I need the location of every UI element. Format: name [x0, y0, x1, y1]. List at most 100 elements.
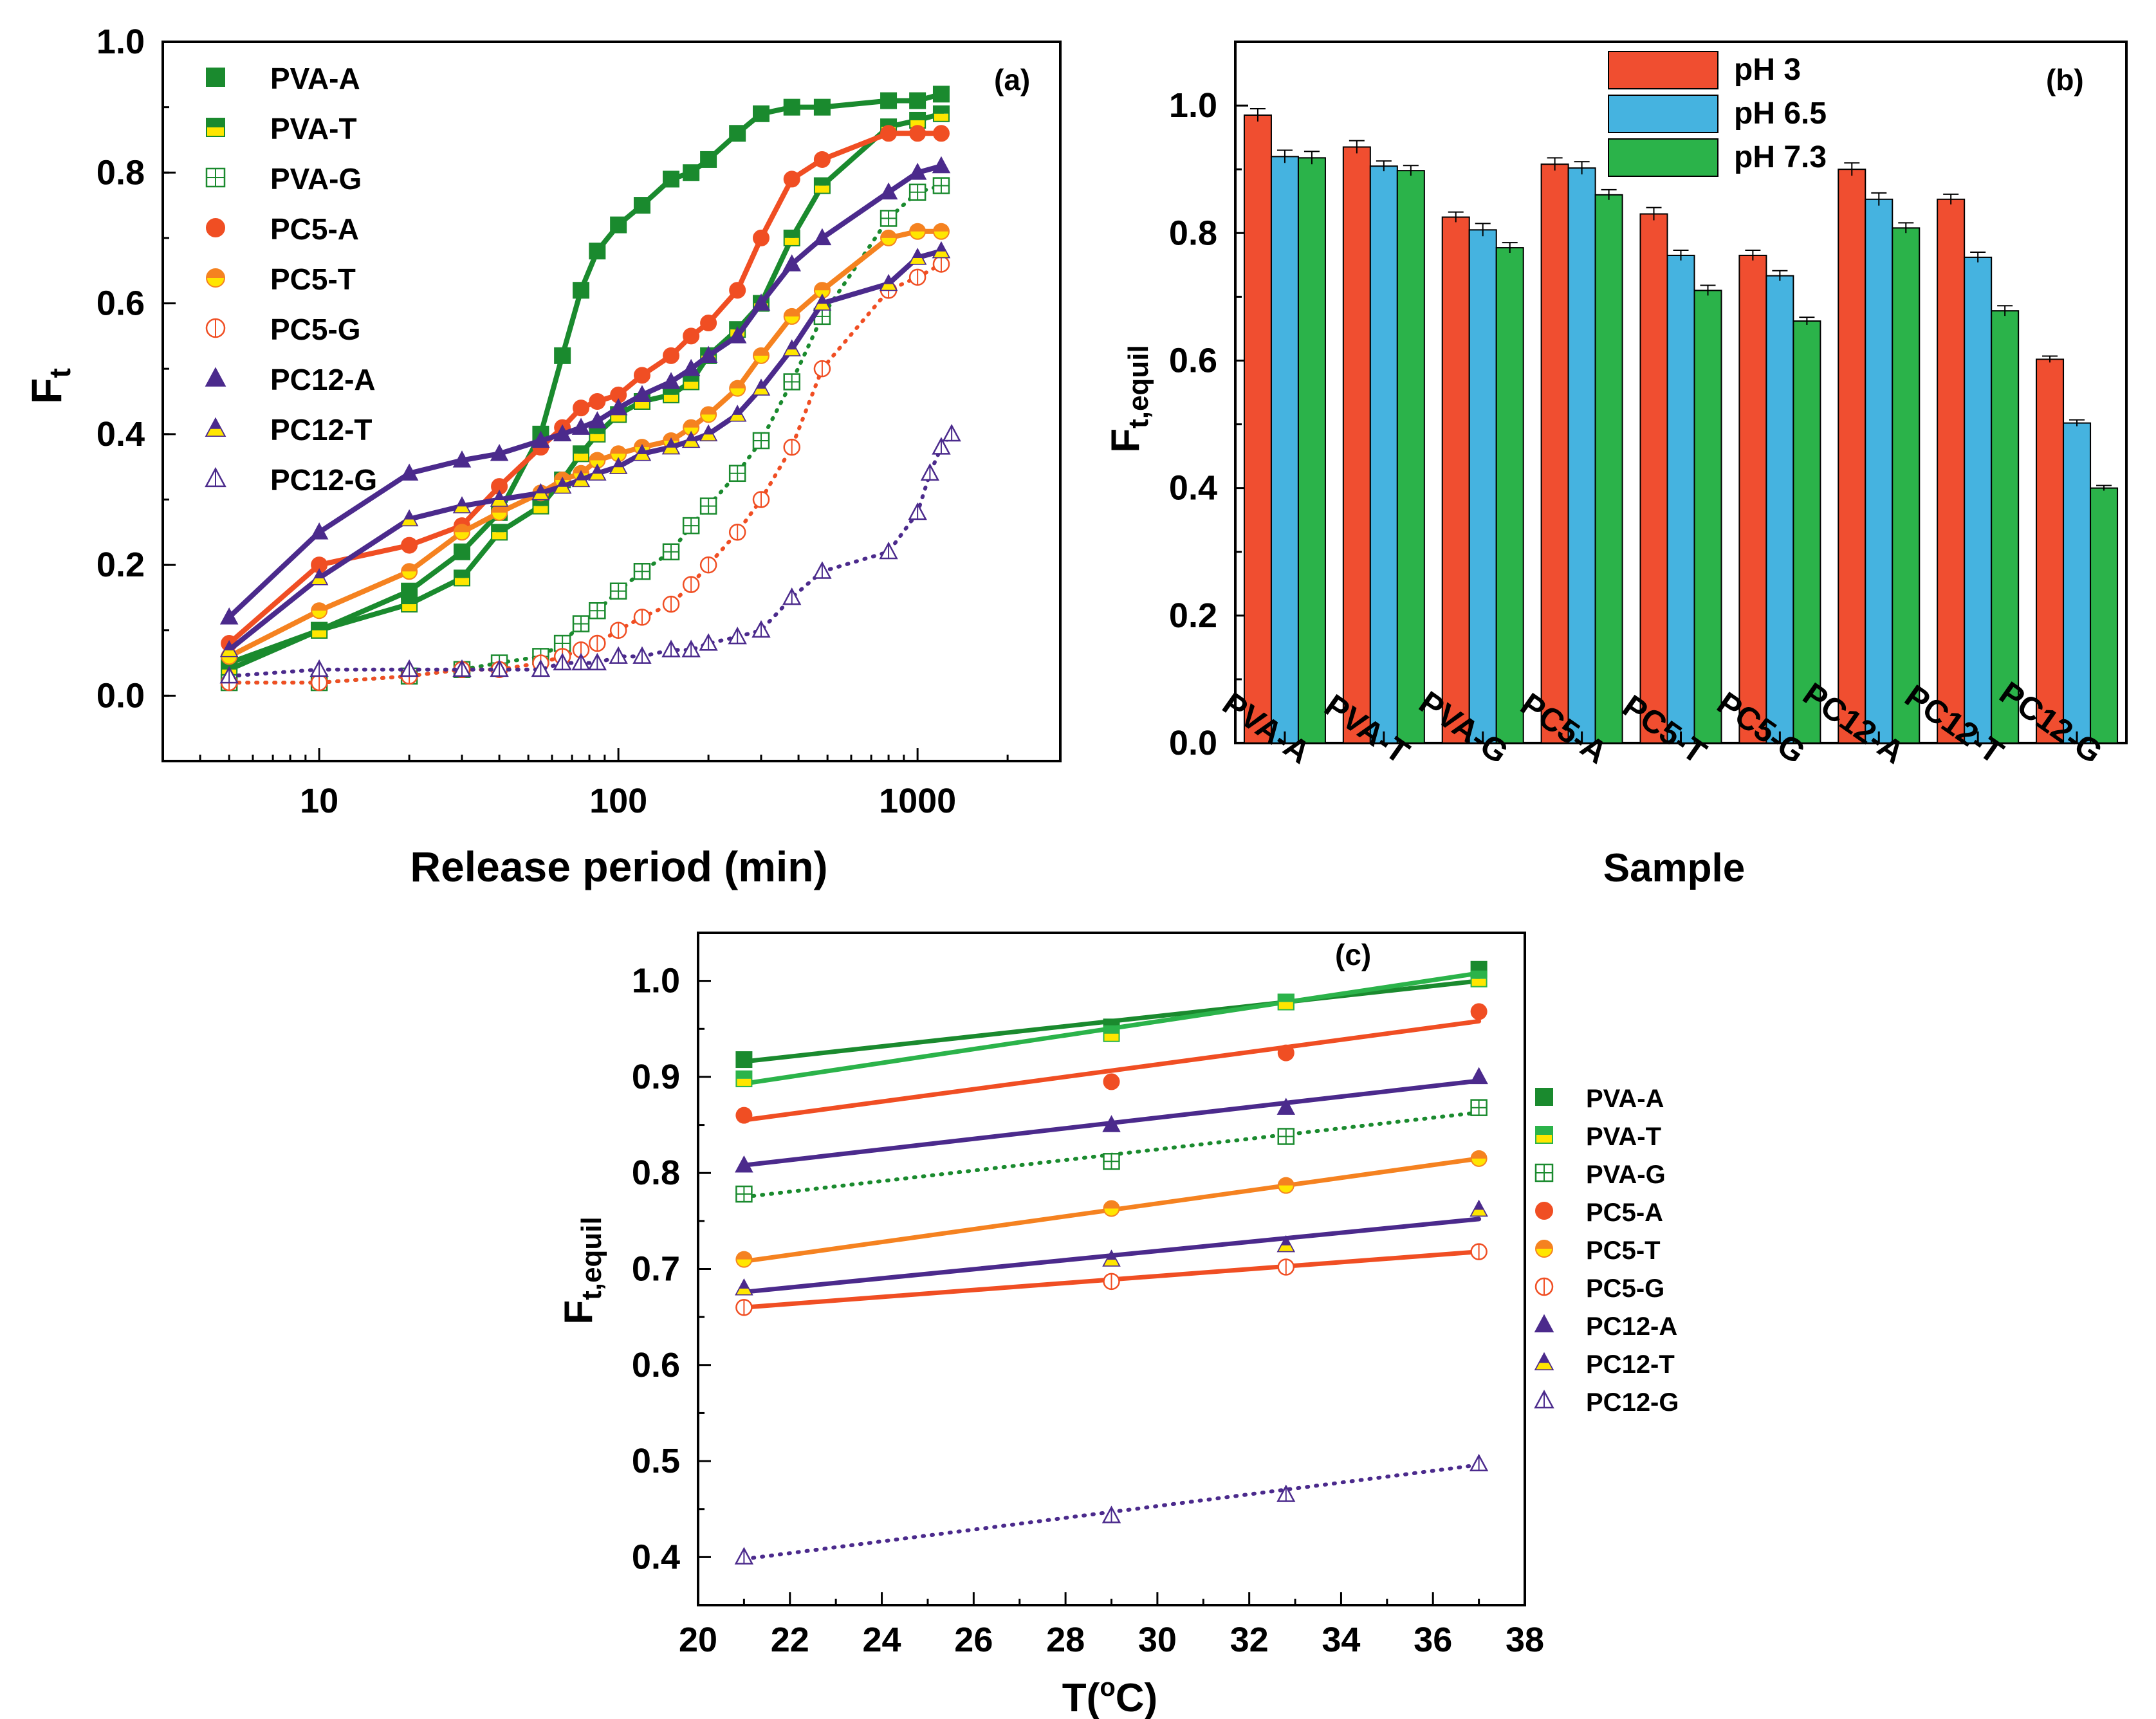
panel-a-point-pva-a	[554, 347, 571, 364]
panel-c-y-tick-label: 0.5	[632, 1442, 680, 1480]
panel-a-point-pc12-t	[782, 339, 802, 356]
panel-b-bar-pva-a-ph-3	[1243, 114, 1272, 744]
panel-c-y-label-main: F	[557, 1300, 601, 1325]
panel-c-point-pc5-g	[1277, 1258, 1295, 1276]
panel-b-bar-pc12-g-ph-3	[2036, 358, 2065, 744]
panel-a-point-pva-a	[880, 92, 898, 109]
panel-a-point-pc12-g	[452, 659, 472, 677]
panel-c-legend-marker-pc5-t	[1535, 1240, 1553, 1258]
panel-a-point-pc12-g	[920, 463, 940, 481]
panel-c-point-pc12-a	[1276, 1098, 1296, 1115]
panel-a-y-label-sub: t	[43, 368, 77, 378]
panel-a-point-pc5-a	[700, 315, 717, 332]
panel-a-point-pc12-t	[728, 405, 747, 422]
panel-b-bar-pc12-g-ph-7-3	[2090, 487, 2119, 744]
panel-b-bar-pva-a-ph-6-5	[1270, 156, 1299, 744]
panel-b-bar-pc12-t-ph-6-5	[1964, 256, 1993, 744]
panel-a-point-pc5-g	[813, 360, 831, 378]
panel-c-point-pc5-a	[1103, 1073, 1120, 1090]
panel-c-legend-marker-pc12-g	[1534, 1390, 1554, 1409]
panel-a-point-pc12-a	[879, 182, 898, 199]
panel-a-point-pc12-g	[490, 659, 509, 677]
panel-a-release-curves: (a) Release period (min) Ft 10 100 1000 0.0…	[23, 23, 1062, 890]
panel-a-legend-label-pc12-g: PC12-G	[270, 463, 377, 497]
panel-b-y-label-sub: t,equil	[1123, 345, 1154, 428]
panel-a-point-pc12-t	[632, 443, 652, 461]
panel-c-point-pc12-t	[1470, 1199, 1488, 1217]
panel-a-point-pva-g	[908, 183, 926, 201]
panel-a-point-pc12-g	[309, 659, 329, 677]
panel-a-legend-label-pc12-t: PC12-T	[270, 413, 372, 446]
panel-a-point-pva-g	[699, 497, 717, 515]
panel-c-point-pva-g	[1103, 1153, 1120, 1170]
panel-b-y-tick-label: 0.8	[1169, 214, 1217, 252]
panel-c-y-tick-label: 1.0	[632, 962, 680, 1000]
panel-a-point-pc5-a	[783, 170, 800, 188]
panel-b-bar-pva-g-ph-7-3	[1495, 247, 1524, 744]
panel-c-y-tick-label: 0.9	[632, 1058, 680, 1096]
panel-a-point-pva-g	[728, 464, 746, 483]
panel-c-point-pc5-t	[1103, 1200, 1120, 1217]
panel-a-point-pva-a	[454, 543, 470, 560]
panel-a-point-pva-a	[683, 164, 700, 181]
panel-a-point-pc12-a	[588, 411, 607, 428]
panel-a-legend-label-pc5-t: PC5-T	[270, 262, 356, 296]
panel-a-point-pc5-a	[729, 282, 746, 299]
panel-a-point-pva-g	[589, 602, 606, 620]
panel-a-point-pc5-t	[729, 380, 746, 397]
panel-a-y-axis-label: Ft	[23, 368, 77, 404]
panel-b-bar-pc12-a-ph-3	[1838, 169, 1866, 744]
panel-c-point-pc5-g	[1470, 1243, 1488, 1260]
panel-a-legend-label-pc5-a: PC5-A	[270, 212, 359, 246]
panel-a-point-pc5-g	[728, 524, 746, 541]
panel-a-point-pc5-a	[589, 393, 606, 410]
panel-c-legend-marker-pva-t	[1535, 1126, 1553, 1144]
panel-a-point-pc5-g	[310, 674, 328, 692]
panel-b-legend-swatch-ph-3	[1608, 51, 1718, 89]
panel-a-point-pc12-a	[571, 418, 591, 435]
panel-a-point-pc12-a	[632, 385, 652, 403]
panel-a-y-tick-label: 1.0	[97, 23, 145, 61]
panel-c-y-axis-label: Ft,equil	[557, 1217, 607, 1324]
panel-c-point-pc5-a	[735, 1107, 753, 1124]
svg-text:Ft: Ft	[23, 368, 77, 404]
panel-a-point-pc12-a	[400, 463, 419, 481]
panel-a-point-pc12-t	[452, 496, 472, 513]
panel-b-bar-pc5-t-ph-6-5	[1666, 254, 1695, 744]
panel-a-point-pc5-a	[663, 347, 680, 364]
panel-a-point-pc5-g	[699, 556, 717, 574]
panel-a-y-label-main: F	[23, 378, 70, 404]
panel-c-legend-label-pc5-g: PC5-G	[1586, 1274, 1664, 1303]
panel-a-point-pc12-a	[490, 443, 509, 461]
panel-c-point-pc5-t	[1277, 1177, 1295, 1194]
panel-a-point-pc12-t	[699, 424, 718, 442]
panel-a-point-pc12-g	[661, 639, 681, 657]
panel-b-legend-label-ph-6-5: pH 6.5	[1734, 97, 1827, 131]
panel-a-point-pva-g	[752, 432, 770, 450]
panel-a-y-tick-label: 0.0	[97, 676, 145, 715]
panel-a-point-pc5-a	[932, 125, 950, 142]
panel-a-point-pc12-t	[400, 509, 419, 527]
panel-a-plot-frame	[161, 41, 1062, 762]
panel-a-point-pc12-t	[661, 437, 681, 455]
panel-b-bar-pc5-t-ph-3	[1639, 213, 1668, 744]
panel-a-legend-label-pva-t: PVA-T	[270, 112, 357, 145]
panel-b-bar-pc12-t-ph-3	[1937, 198, 1966, 744]
panel-a-point-pc12-t	[879, 273, 898, 291]
panel-a-legend-marker-pc5-a	[206, 218, 225, 237]
panel-c-legend-label-pc12-t: PC12-T	[1586, 1350, 1675, 1379]
panel-c-point-pc12-t	[1102, 1249, 1121, 1267]
panel-c-legend-label-pc5-a: PC5-A	[1586, 1199, 1663, 1227]
panel-a-point-pc12-a	[813, 228, 832, 246]
panel-a-point-pc5-a	[683, 327, 700, 345]
panel-c-legend-marker-pva-g	[1534, 1163, 1554, 1182]
panel-b-legend-label-ph-7-3: pH 7.3	[1734, 140, 1827, 174]
panel-c-point-pc5-g	[735, 1298, 753, 1316]
panel-c-y-label-sub: t,equil	[576, 1217, 607, 1300]
panel-c-label: (c)	[1335, 938, 1371, 971]
panel-a-point-pc5-t	[311, 602, 328, 620]
panel-a-point-pva-g	[880, 210, 898, 227]
panel-a-point-pva-t	[813, 177, 831, 194]
panel-c-point-pva-t	[1103, 1025, 1120, 1042]
panel-a-legend-label-pva-a: PVA-A	[270, 62, 360, 95]
